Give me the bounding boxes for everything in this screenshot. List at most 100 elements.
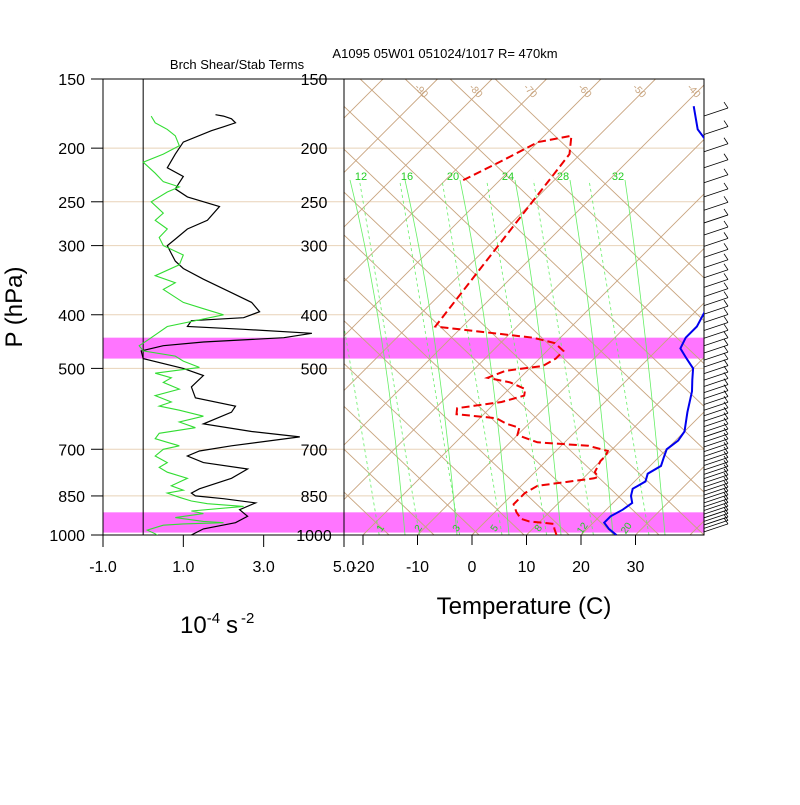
wind-barb-feather [724, 221, 728, 227]
left-x-axis-label: 10-4 s-2 [180, 610, 254, 639]
wind-barb [704, 314, 728, 322]
pressure-tick-label-mid: 700 [301, 442, 328, 459]
temperature-tick-label: 20 [572, 559, 590, 576]
wind-barb-feather [724, 169, 728, 175]
wind-barb-feather [724, 353, 728, 359]
dry-adiabat-line [0, 79, 209, 535]
pressure-tick-label-left: 850 [58, 489, 85, 506]
wind-barb [704, 502, 728, 510]
wind-barb [704, 298, 728, 306]
wind-barb-feather [724, 292, 728, 298]
wind-barb-feather [724, 372, 728, 378]
wind-barb-feather [724, 316, 728, 322]
pressure-tick-label-mid: 250 [301, 195, 328, 212]
wind-barb-feather [724, 332, 728, 338]
wind-barb [704, 491, 728, 499]
wind-barb-feather [724, 102, 728, 108]
isotherm-label: -60 [575, 82, 593, 100]
wind-barb [704, 127, 728, 135]
temperature-tick-label: -10 [406, 559, 429, 576]
stability-profile-line [139, 116, 243, 544]
wind-barb-feather [724, 138, 728, 144]
isotherm-label: -80 [466, 82, 484, 100]
wind-barb [704, 238, 728, 246]
skewt-grid-group [0, 79, 800, 535]
isotherm-line [36, 79, 492, 535]
isotherm-line [745, 79, 800, 535]
dry-adiabat-line [0, 79, 254, 535]
wind-barb-feather [724, 366, 728, 372]
dry-adiabat-line [0, 79, 299, 535]
wind-barb-feather [724, 360, 728, 366]
dry-adiabat-line [135, 79, 614, 535]
isotherm-label: -40 [684, 82, 702, 100]
pressure-tick-label-mid: 200 [301, 141, 328, 158]
pressure-tick-label-mid: 1000 [296, 528, 332, 545]
dry-adiabat-line [270, 79, 749, 535]
mixing-ratio-label-top: 32 [612, 171, 624, 183]
left-panel-title: Brch Shear/Stab Terms [170, 57, 305, 72]
left-series-group [139, 115, 312, 547]
mixing-ratio-label-top: 28 [557, 171, 569, 183]
pressure-tick-label-left: 300 [58, 239, 85, 256]
mixing-ratio-label-top: 20 [447, 171, 459, 183]
isotherm-line [363, 79, 800, 535]
pressure-tick-label-left: 400 [58, 308, 85, 325]
shear-profile-line [141, 115, 312, 547]
left-x-tick-label: 1.0 [172, 559, 194, 576]
temperature-tick-label: -20 [351, 559, 374, 576]
wind-barb-feather [724, 209, 728, 215]
wind-barb-feather [724, 324, 728, 330]
isotherm-label: -50 [630, 82, 648, 100]
isotherm-line [581, 79, 800, 535]
wind-barb [704, 524, 728, 532]
temperature-tick-label: 0 [468, 559, 477, 576]
wind-barb [704, 144, 728, 152]
wind-barb [704, 520, 728, 528]
isotherm-line [0, 79, 329, 535]
wind-barb-feather [724, 243, 728, 249]
pressure-tick-label-mid: 400 [301, 308, 328, 325]
isotherm-line [418, 79, 800, 535]
unit-s: s [226, 612, 238, 639]
unit-exp-2: -2 [241, 610, 254, 627]
pressure-tick-label-left: 200 [58, 141, 85, 158]
wind-barb [704, 499, 728, 507]
temperature-tick-label: 10 [518, 559, 536, 576]
wind-barb-feather [724, 254, 728, 260]
mixing-ratio-label-top: 24 [502, 171, 514, 183]
wind-barb-feather [724, 300, 728, 306]
wind-barb [704, 495, 728, 503]
wind-barb [704, 189, 728, 197]
isotherm-line [309, 79, 765, 535]
isotherm-line [472, 79, 800, 535]
wind-barb [704, 249, 728, 257]
pressure-tick-label-left: 1000 [49, 528, 85, 545]
left-panel [103, 79, 704, 547]
unit-base: 10 [180, 612, 207, 639]
isotherm-line [690, 79, 800, 535]
right-x-axis-label: Temperature (C) [437, 593, 612, 620]
dry-adiabat-line [90, 79, 569, 535]
dry-adiabat-line [45, 79, 524, 535]
isotherm-label: -70 [521, 82, 539, 100]
left-x-tick-label: 3.0 [253, 559, 275, 576]
wind-barb [704, 175, 728, 183]
wind-barb-feather [724, 346, 728, 352]
wind-barb [704, 322, 728, 330]
wind-barb-feather [724, 121, 728, 127]
unit-exp-1: -4 [207, 610, 220, 627]
wind-barb-feather [724, 232, 728, 238]
left-x-tick-label: -1.0 [89, 559, 117, 576]
dry-adiabat-line [0, 79, 344, 535]
highlight-band [103, 338, 704, 359]
wind-barb [704, 160, 728, 168]
wind-barb-feather [724, 196, 728, 202]
temperature-tick-label: 30 [627, 559, 645, 576]
wind-barb-feather [724, 183, 728, 189]
wind-barb-feather [724, 154, 728, 160]
mixing-ratio-label-top: 12 [355, 171, 367, 183]
isotherm-label: -90 [412, 82, 430, 100]
